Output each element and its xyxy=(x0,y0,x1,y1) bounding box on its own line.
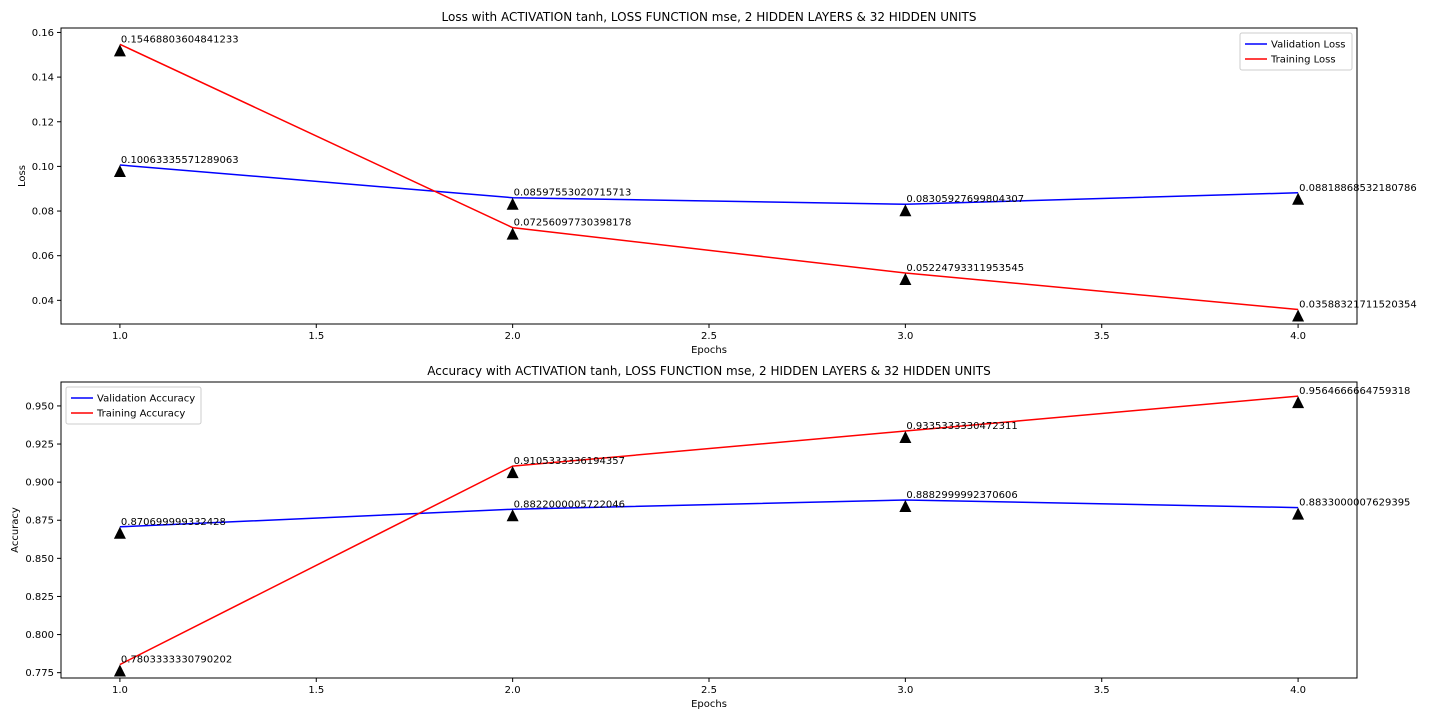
y-tick-label: 0.800 xyxy=(25,630,54,641)
y-tick-label: 0.16 xyxy=(32,28,54,39)
x-tick-label: 4.0 xyxy=(1290,331,1306,342)
y-tick-label: 0.950 xyxy=(25,401,54,412)
data-label: 0.08597553020715713 xyxy=(514,188,632,199)
legend: Validation Accuracy Training Accuracy xyxy=(65,386,202,425)
legend-frame xyxy=(65,386,202,425)
plot-frame xyxy=(60,381,1358,679)
legend-entry: Training Accuracy xyxy=(96,409,185,420)
data-point-marker xyxy=(1292,192,1305,205)
y-tick-label: 0.10 xyxy=(32,162,54,173)
y-tick-label: 0.08 xyxy=(32,207,54,218)
data-label: 0.870699999332428 xyxy=(121,517,226,528)
data-label: 0.7803333330790202 xyxy=(121,655,232,666)
data-point-marker xyxy=(506,509,519,522)
data-label: 0.9335333330472311 xyxy=(906,421,1017,432)
y-tick-label: 0.775 xyxy=(25,668,54,679)
x-tick-label: 1.5 xyxy=(308,685,324,696)
x-tick-label: 3.0 xyxy=(897,331,913,342)
data-label: 0.05224793311953545 xyxy=(906,263,1024,274)
data-label: 0.07256097730398178 xyxy=(514,218,632,229)
chart-title: Accuracy with ACTIVATION tanh, LOSS FUNC… xyxy=(427,364,990,378)
data-label: 0.9105333336194357 xyxy=(514,456,625,467)
y-axis-label: Accuracy xyxy=(10,507,21,553)
data-point-marker xyxy=(1292,396,1305,409)
x-tick-label: 1.5 xyxy=(308,331,324,342)
x-tick-label: 1.0 xyxy=(112,331,128,342)
y-tick-label: 0.14 xyxy=(32,73,54,84)
x-tick-label: 4.0 xyxy=(1290,685,1306,696)
chart-accuracy: Accuracy with ACTIVATION tanh, LOSS FUNC… xyxy=(10,364,1410,710)
data-label: 0.08818868532180786 xyxy=(1299,183,1417,194)
y-tick-label: 0.04 xyxy=(32,296,54,307)
data-point-marker xyxy=(899,204,912,217)
legend-entry: Validation Loss xyxy=(1271,40,1346,51)
x-axis-label: Epochs xyxy=(691,699,727,710)
y-axis-label: Loss xyxy=(17,165,28,187)
data-point-marker xyxy=(899,272,912,285)
data-label: 0.8822000005722046 xyxy=(514,499,625,510)
legend-frame xyxy=(1239,32,1353,71)
data-point-marker xyxy=(506,227,519,240)
y-tick-label: 0.12 xyxy=(32,117,54,128)
data-point-marker xyxy=(506,466,519,479)
y-tick-label: 0.06 xyxy=(32,251,54,262)
data-label: 0.8882999992370606 xyxy=(906,490,1017,501)
data-point-marker xyxy=(113,44,126,57)
data-point-marker xyxy=(113,164,126,177)
data-point-marker xyxy=(113,664,126,677)
y-tick-label: 0.875 xyxy=(25,516,54,527)
y-tick-label: 0.850 xyxy=(25,554,54,565)
y-tick-label: 0.825 xyxy=(25,592,54,603)
y-tick-label: 0.925 xyxy=(25,440,54,451)
series-line-training-loss xyxy=(119,43,1299,311)
x-tick-label: 3.5 xyxy=(1094,331,1110,342)
series-line-validation-accuracy xyxy=(119,499,1299,528)
x-tick-label: 2.5 xyxy=(701,685,717,696)
data-label: 0.08305927699804307 xyxy=(906,194,1024,205)
legend: Validation Loss Training Loss xyxy=(1239,32,1353,71)
legend-entry: Training Loss xyxy=(1270,55,1336,66)
data-point-marker xyxy=(113,526,126,539)
chart-title: Loss with ACTIVATION tanh, LOSS FUNCTION… xyxy=(442,10,977,24)
data-label: 0.03588321711520354 xyxy=(1299,300,1417,311)
data-point-marker xyxy=(1292,507,1305,520)
data-point-marker xyxy=(899,431,912,444)
x-tick-label: 2.0 xyxy=(505,331,521,342)
data-label: 0.15468803604841233 xyxy=(121,34,239,45)
legend-entry: Validation Accuracy xyxy=(97,394,195,405)
y-tick-label: 0.900 xyxy=(25,478,54,489)
series-line-training-accuracy xyxy=(119,395,1299,666)
data-label: 0.10063335571289063 xyxy=(121,155,239,166)
data-label: 0.8833000007629395 xyxy=(1299,498,1410,509)
x-tick-label: 3.5 xyxy=(1094,685,1110,696)
data-point-marker xyxy=(1292,309,1305,322)
x-axis-label: Epochs xyxy=(691,345,727,356)
data-point-marker xyxy=(506,197,519,210)
x-tick-label: 2.0 xyxy=(505,685,521,696)
x-tick-label: 3.0 xyxy=(897,685,913,696)
x-tick-label: 2.5 xyxy=(701,331,717,342)
data-label: 0.9564666664759318 xyxy=(1299,386,1410,397)
chart-loss: Loss with ACTIVATION tanh, LOSS FUNCTION… xyxy=(17,10,1417,356)
series-line-validation-loss xyxy=(119,164,1299,205)
x-tick-label: 1.0 xyxy=(112,685,128,696)
data-point-marker xyxy=(899,499,912,512)
